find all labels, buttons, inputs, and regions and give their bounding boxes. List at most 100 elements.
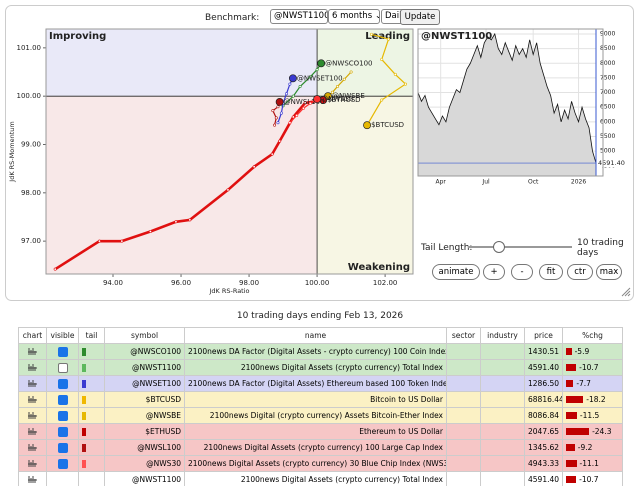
chg-value: -5.9 [574,347,590,356]
chart-cell [18,423,47,440]
visible-checkbox[interactable] [57,458,68,469]
table-row[interactable]: @NWST1100 2100news Digital Assets (crypto… [18,471,623,486]
control-button[interactable]: - [511,264,533,280]
chart-icon[interactable] [28,427,37,435]
tail-slider[interactable] [468,246,572,248]
tail-point [380,98,384,102]
tail-point [273,123,277,127]
slider-thumb[interactable] [493,241,505,253]
symbol-cell: @NWST1100 [104,471,185,486]
visible-checkbox[interactable] [57,442,68,453]
x-tick-label: Jul [481,179,490,186]
table-row[interactable]: $BTCUSD Bitcoin to US Dollar 68816.44 -18.2 [18,391,623,408]
tail-point [53,267,57,271]
x-tick-label: 98.00 [239,279,259,287]
tail-swatch [82,428,86,436]
sector-cell [446,407,481,424]
chart-icon[interactable] [28,363,37,371]
sector-cell [446,343,481,360]
chart-icon[interactable] [28,475,37,483]
tail-point [308,101,312,105]
tail-point [349,70,353,74]
table-row[interactable]: @NWSET100 2100news DA Factor (Digital Ass… [18,375,623,392]
chart-icon[interactable] [28,379,37,387]
price-cell: 4943.33 [524,455,563,472]
sector-cell [446,423,481,440]
visible-checkbox[interactable] [57,410,68,421]
tail-cell [78,359,105,376]
visible-checkbox[interactable] [57,346,68,357]
series-label: @NWSL100 [284,98,325,106]
chart-cell [18,359,47,376]
chg-cell: -11.5 [562,407,623,424]
column-header: visible [46,327,79,344]
quadrant-label: Improving [49,31,106,42]
chg-wrap: -11.5 [566,411,619,420]
y-tick-label: 97.00 [21,237,41,245]
table-row[interactable]: @NWSL100 2100news Digital Assets (crypto … [18,439,623,456]
industry-cell [480,359,525,376]
table-row[interactable]: @NWS30 2100news Digital Assets (crypto cu… [18,455,623,472]
name-cell: Ethereum to US Dollar [184,423,447,440]
chg-value: -9.2 [577,443,593,452]
column-header: name [184,327,447,344]
chart-icon[interactable] [28,459,37,467]
series-label: @NWSCO100 [325,59,372,67]
table-row[interactable]: @NWST1100 2100news Digital Assets (crypto… [18,359,623,376]
tail-point [308,75,312,79]
chg-bar [566,428,590,435]
chart-icon[interactable] [28,395,37,403]
head-point [313,95,322,104]
symbol-cell: @NWSCO100 [104,343,185,360]
quadrant-label: Leading [365,31,410,42]
chart-icon[interactable] [28,443,37,451]
chart-cell [18,407,47,424]
sector-cell [446,391,481,408]
chg-wrap: -24.3 [566,427,619,436]
y-tick-label: 7500 [600,74,615,81]
resize-grip [621,287,631,297]
industry-cell [480,423,525,440]
y-tick-label: 99.00 [21,140,41,148]
chg-value: -10.7 [579,475,599,484]
benchmark-input[interactable]: @NWST1100 [270,9,328,24]
sector-cell [446,471,481,486]
tail-point [404,82,408,86]
control-button[interactable]: + [483,264,505,280]
price-cell: 4591.40 [524,359,563,376]
control-button[interactable]: ctr [567,264,593,280]
tail-swatch [82,396,86,404]
tail-swatch [82,348,86,356]
chart-icon[interactable] [28,347,37,355]
chart-icon[interactable] [28,411,37,419]
chg-bar [566,476,577,483]
head-point [317,59,326,68]
control-button[interactable]: fit [539,264,563,280]
series-label: @NWSBE [332,92,365,100]
industry-cell [480,343,525,360]
table-row[interactable]: @NWSBE 2100news Digital (crypto currency)… [18,407,623,424]
symbol-cell: @NWST1100 [104,359,185,376]
visible-checkbox[interactable] [57,362,68,373]
update-button[interactable]: Update [400,9,440,25]
visible-cell [46,343,79,360]
chg-cell: -5.9 [562,343,623,360]
industry-cell [480,455,525,472]
table-row[interactable]: $ETHUSD Ethereum to US Dollar 2047.65 -24.3 [18,423,623,440]
visible-checkbox[interactable] [57,426,68,437]
chg-value: -24.3 [592,427,612,436]
control-button[interactable]: max [596,264,622,280]
table-row[interactable]: @NWSCO100 2100news DA Factor (Digital Ass… [18,343,623,360]
chg-bar [566,364,577,371]
control-button[interactable]: animate [432,264,480,280]
column-header: tail [78,327,105,344]
column-header: chart [18,327,47,344]
visible-checkbox[interactable] [57,394,68,405]
visible-checkbox[interactable] [57,378,68,389]
chg-wrap: -7.7 [566,379,619,388]
period-select[interactable]: 6 months ⌄ [328,9,380,24]
name-cell: 2100news Digital Assets (crypto currency… [184,471,447,486]
symbol-cell: $ETHUSD [104,423,185,440]
head-point [363,121,372,130]
quadrant-label: Weakening [348,262,410,273]
